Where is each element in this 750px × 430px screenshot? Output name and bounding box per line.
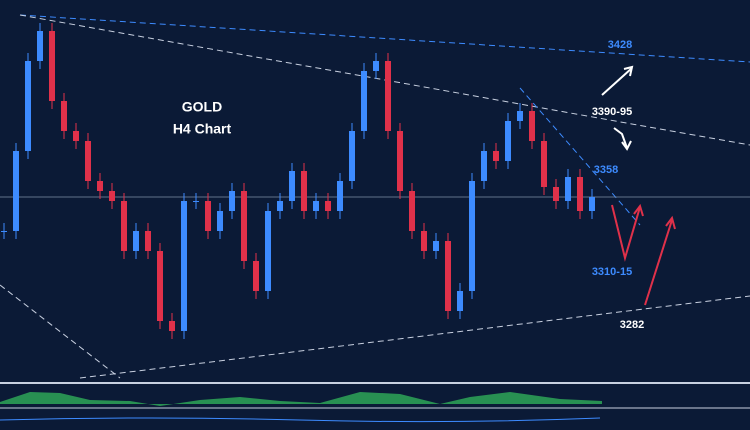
candle <box>313 201 319 211</box>
candle <box>145 231 151 251</box>
candle <box>13 151 19 231</box>
oscillator-line <box>0 417 601 423</box>
arrow <box>601 67 633 96</box>
candle <box>361 71 367 131</box>
candle <box>445 241 451 311</box>
candle <box>421 231 427 251</box>
candles <box>1 23 595 339</box>
candle <box>457 291 463 311</box>
arrow <box>613 127 628 149</box>
candle <box>277 201 283 211</box>
candle <box>469 181 475 291</box>
candle <box>181 201 187 331</box>
chart-title: GOLD <box>182 99 222 115</box>
arrows <box>601 65 676 306</box>
candle <box>169 321 175 331</box>
arrow-head <box>665 215 676 230</box>
candle <box>289 171 295 201</box>
arrow-head <box>623 65 634 77</box>
arrow-head <box>633 203 644 217</box>
candle <box>97 181 103 191</box>
arrow <box>611 204 641 262</box>
candle <box>73 131 79 141</box>
candle <box>493 151 499 161</box>
level-label: 3390-95 <box>592 106 632 118</box>
candle <box>253 261 259 291</box>
candle <box>265 211 271 291</box>
chart-subtitle: H4 Chart <box>173 121 232 137</box>
annotations: 3428 3390-95 3358 3310-15 3282 <box>592 39 644 331</box>
candle <box>301 171 307 211</box>
candle <box>85 141 91 181</box>
level-label: 3282 <box>620 319 644 331</box>
candle <box>337 181 343 211</box>
candle <box>217 211 223 231</box>
level-label: 3428 <box>608 39 632 51</box>
candle <box>61 101 67 131</box>
candle <box>241 191 247 261</box>
trendline <box>0 284 121 379</box>
candle <box>529 111 535 141</box>
candle <box>25 61 31 151</box>
candle <box>37 31 43 61</box>
candle <box>109 191 115 201</box>
candle <box>1 231 7 232</box>
trendline <box>519 87 641 226</box>
oscillator <box>0 392 602 406</box>
candle <box>517 111 523 121</box>
candle <box>505 121 511 161</box>
level-label: 3358 <box>594 164 618 176</box>
candle <box>325 201 331 211</box>
candle <box>49 31 55 101</box>
candle <box>193 201 199 202</box>
candle <box>409 191 415 231</box>
candle <box>133 231 139 251</box>
candle <box>205 201 211 231</box>
arrow <box>644 219 673 306</box>
candle <box>385 61 391 131</box>
candle <box>577 177 583 211</box>
level-label: 3310-15 <box>592 266 632 278</box>
candle <box>553 187 559 201</box>
candle <box>541 141 547 187</box>
candle <box>589 197 595 211</box>
candle <box>121 201 127 251</box>
trendline <box>19 14 750 63</box>
candle <box>157 251 163 321</box>
candle <box>433 241 439 251</box>
arrow-head <box>621 140 632 151</box>
candle <box>565 177 571 201</box>
candle <box>481 151 487 181</box>
candle <box>373 61 379 71</box>
candle <box>397 131 403 191</box>
candle <box>229 191 235 211</box>
candle <box>349 131 355 181</box>
trendline <box>79 295 750 379</box>
